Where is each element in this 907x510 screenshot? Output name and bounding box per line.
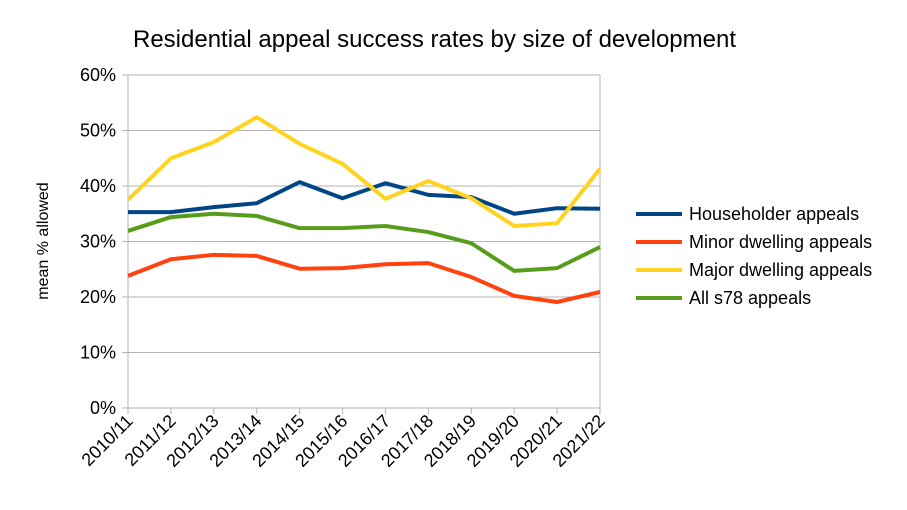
legend-entry: Householder appeals [689,204,859,224]
legend-entry: Major dwelling appeals [689,260,872,280]
legend-entry: Minor dwelling appeals [689,232,872,252]
series-line-householder-appeals [128,180,601,216]
y-tick-label: 50% [80,121,116,141]
y-tick-label: 20% [80,287,116,307]
legend-entry: All s78 appeals [689,288,811,308]
y-tick-label: 10% [80,343,116,363]
y-tick-label: 40% [80,176,116,196]
y-tick-label: 0% [90,398,116,418]
series-line-all-s78-appeals [127,211,601,273]
series-line-minor-dwelling-appeals [127,252,601,304]
y-tick-label: 30% [80,232,116,252]
chart-title: Residential appeal success rates by size… [133,26,736,53]
y-axis-label: mean % allowed [35,182,52,299]
series-line-major-dwelling-appeals [126,115,602,228]
y-tick-label: 60% [80,65,116,85]
